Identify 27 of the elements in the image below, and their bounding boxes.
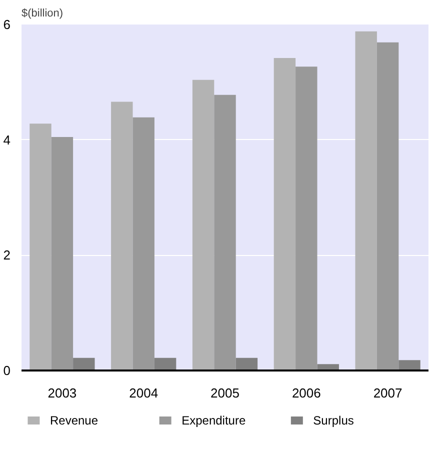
bar (73, 358, 95, 370)
bar (355, 31, 377, 370)
bar (30, 124, 52, 370)
bar (132, 117, 154, 370)
bar (236, 358, 258, 370)
bar (398, 360, 420, 370)
bar (192, 80, 214, 370)
legend-label: Surplus (313, 414, 354, 428)
bar (111, 102, 133, 370)
x-tick-label: 2007 (373, 386, 402, 400)
bar (214, 94, 236, 370)
x-tick-label: 2004 (129, 386, 158, 400)
bar (274, 58, 296, 370)
y-tick-label: 2 (3, 248, 11, 263)
bar (376, 42, 399, 370)
x-tick-label: 2005 (210, 386, 240, 400)
x-tick-label: 2003 (48, 386, 77, 400)
bar (51, 136, 74, 370)
y-tick-label: 6 (3, 17, 11, 32)
bar (296, 66, 318, 370)
y-tick-label: 4 (3, 132, 11, 148)
y-tick-label: 0 (3, 363, 11, 378)
legend-label: Expenditure (182, 414, 246, 428)
legend-label: Revenue (50, 414, 98, 428)
bar (154, 358, 176, 370)
x-tick-label: 2006 (292, 386, 321, 400)
y-axis-title: $(billion) (22, 8, 64, 20)
